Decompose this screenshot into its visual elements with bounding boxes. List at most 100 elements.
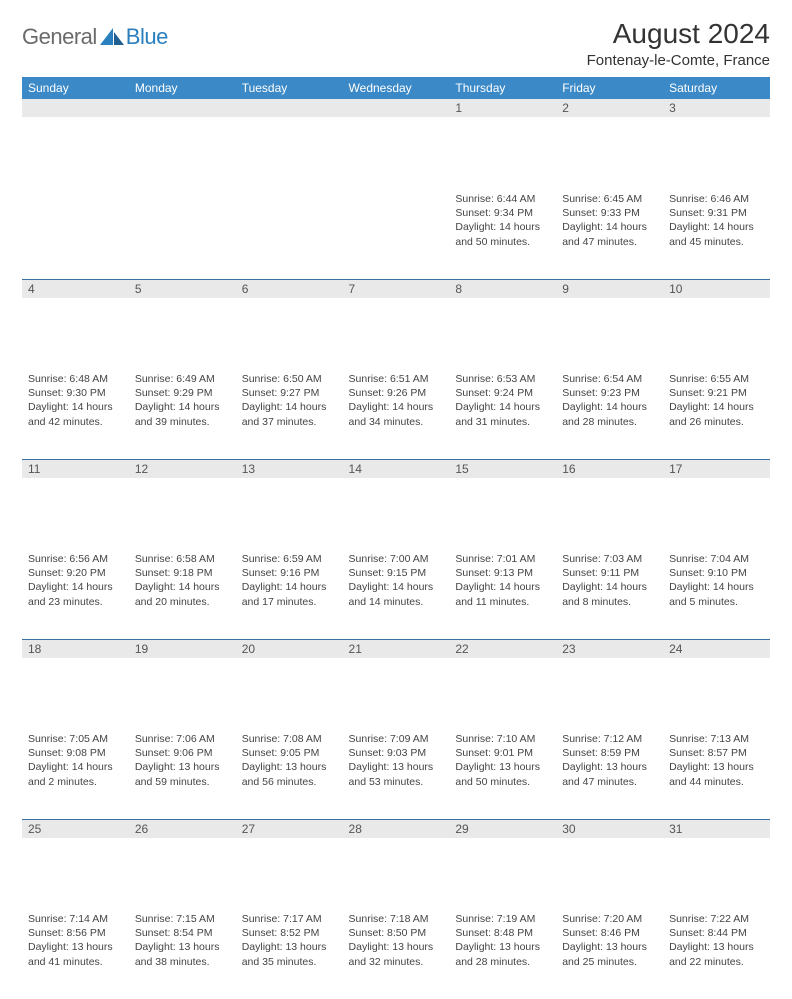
day-number-cell: 10 bbox=[663, 279, 770, 369]
day-number-cell: 9 bbox=[556, 279, 663, 369]
day-number bbox=[343, 99, 450, 117]
day-number: 14 bbox=[343, 460, 450, 478]
header: General Blue August 2024 Fontenay-le-Com… bbox=[22, 18, 770, 69]
day-number-cell: 21 bbox=[343, 639, 450, 729]
day-content: Sunrise: 7:12 AMSunset: 8:59 PMDaylight:… bbox=[556, 729, 663, 795]
day-number-row: 11121314151617 bbox=[22, 459, 770, 549]
day-content-cell: Sunrise: 7:00 AMSunset: 9:15 PMDaylight:… bbox=[343, 549, 450, 639]
day-number: 3 bbox=[663, 99, 770, 117]
sunset-line: Sunset: 9:24 PM bbox=[455, 386, 550, 400]
weekday-header: Friday bbox=[556, 77, 663, 99]
day-content: Sunrise: 7:01 AMSunset: 9:13 PMDaylight:… bbox=[449, 549, 556, 615]
day-content: Sunrise: 7:04 AMSunset: 9:10 PMDaylight:… bbox=[663, 549, 770, 615]
sunrise-line: Sunrise: 7:09 AM bbox=[349, 732, 444, 746]
day-number-cell: 7 bbox=[343, 279, 450, 369]
day-content-row: Sunrise: 6:48 AMSunset: 9:30 PMDaylight:… bbox=[22, 369, 770, 459]
sunrise-line: Sunrise: 7:15 AM bbox=[135, 912, 230, 926]
day-content: Sunrise: 6:54 AMSunset: 9:23 PMDaylight:… bbox=[556, 369, 663, 435]
daylight-line: Daylight: 14 hours and 34 minutes. bbox=[349, 400, 444, 428]
sunset-line: Sunset: 9:34 PM bbox=[455, 206, 550, 220]
daylight-line: Daylight: 14 hours and 42 minutes. bbox=[28, 400, 123, 428]
day-number bbox=[22, 99, 129, 117]
sunset-line: Sunset: 9:27 PM bbox=[242, 386, 337, 400]
sunrise-line: Sunrise: 7:04 AM bbox=[669, 552, 764, 566]
day-content: Sunrise: 6:48 AMSunset: 9:30 PMDaylight:… bbox=[22, 369, 129, 435]
sunset-line: Sunset: 9:13 PM bbox=[455, 566, 550, 580]
day-number-cell: 12 bbox=[129, 459, 236, 549]
day-content: Sunrise: 7:18 AMSunset: 8:50 PMDaylight:… bbox=[343, 909, 450, 975]
sunrise-line: Sunrise: 6:45 AM bbox=[562, 192, 657, 206]
day-number-cell: 27 bbox=[236, 819, 343, 909]
daylight-line: Daylight: 13 hours and 38 minutes. bbox=[135, 940, 230, 968]
day-number-cell: 5 bbox=[129, 279, 236, 369]
day-content-cell: Sunrise: 7:14 AMSunset: 8:56 PMDaylight:… bbox=[22, 909, 129, 999]
location: Fontenay-le-Comte, France bbox=[587, 52, 770, 69]
sunrise-line: Sunrise: 7:10 AM bbox=[455, 732, 550, 746]
day-content: Sunrise: 7:15 AMSunset: 8:54 PMDaylight:… bbox=[129, 909, 236, 975]
day-content-cell: Sunrise: 6:59 AMSunset: 9:16 PMDaylight:… bbox=[236, 549, 343, 639]
sunrise-line: Sunrise: 7:13 AM bbox=[669, 732, 764, 746]
daylight-line: Daylight: 14 hours and 37 minutes. bbox=[242, 400, 337, 428]
day-number-cell: 8 bbox=[449, 279, 556, 369]
sunset-line: Sunset: 9:33 PM bbox=[562, 206, 657, 220]
day-content-cell: Sunrise: 7:10 AMSunset: 9:01 PMDaylight:… bbox=[449, 729, 556, 819]
logo-text-general: General bbox=[22, 24, 97, 50]
day-number: 26 bbox=[129, 820, 236, 838]
day-number-cell: 26 bbox=[129, 819, 236, 909]
sunrise-line: Sunrise: 6:44 AM bbox=[455, 192, 550, 206]
day-content-cell bbox=[22, 189, 129, 279]
day-number-row: 45678910 bbox=[22, 279, 770, 369]
sunset-line: Sunset: 8:59 PM bbox=[562, 746, 657, 760]
sunrise-line: Sunrise: 6:59 AM bbox=[242, 552, 337, 566]
day-number-cell: 25 bbox=[22, 819, 129, 909]
day-number-cell: 2 bbox=[556, 99, 663, 189]
day-number-cell: 19 bbox=[129, 639, 236, 729]
day-number-cell: 4 bbox=[22, 279, 129, 369]
day-number: 7 bbox=[343, 280, 450, 298]
day-number: 4 bbox=[22, 280, 129, 298]
day-number-cell: 1 bbox=[449, 99, 556, 189]
sunrise-line: Sunrise: 6:56 AM bbox=[28, 552, 123, 566]
sunrise-line: Sunrise: 6:51 AM bbox=[349, 372, 444, 386]
day-number: 19 bbox=[129, 640, 236, 658]
sunset-line: Sunset: 9:30 PM bbox=[28, 386, 123, 400]
weekday-header: Tuesday bbox=[236, 77, 343, 99]
day-content-cell: Sunrise: 6:50 AMSunset: 9:27 PMDaylight:… bbox=[236, 369, 343, 459]
sunset-line: Sunset: 9:16 PM bbox=[242, 566, 337, 580]
day-number-cell bbox=[343, 99, 450, 189]
daylight-line: Daylight: 13 hours and 53 minutes. bbox=[349, 760, 444, 788]
day-number-cell: 13 bbox=[236, 459, 343, 549]
day-number bbox=[129, 99, 236, 117]
day-content: Sunrise: 6:45 AMSunset: 9:33 PMDaylight:… bbox=[556, 189, 663, 255]
sunrise-line: Sunrise: 7:00 AM bbox=[349, 552, 444, 566]
day-content-cell: Sunrise: 6:51 AMSunset: 9:26 PMDaylight:… bbox=[343, 369, 450, 459]
day-content: Sunrise: 6:59 AMSunset: 9:16 PMDaylight:… bbox=[236, 549, 343, 615]
day-content bbox=[343, 189, 450, 198]
day-content: Sunrise: 6:51 AMSunset: 9:26 PMDaylight:… bbox=[343, 369, 450, 435]
daylight-line: Daylight: 13 hours and 44 minutes. bbox=[669, 760, 764, 788]
day-number: 29 bbox=[449, 820, 556, 838]
sunrise-line: Sunrise: 7:22 AM bbox=[669, 912, 764, 926]
sunset-line: Sunset: 9:20 PM bbox=[28, 566, 123, 580]
day-number-row: 18192021222324 bbox=[22, 639, 770, 729]
day-content: Sunrise: 7:20 AMSunset: 8:46 PMDaylight:… bbox=[556, 909, 663, 975]
sunrise-line: Sunrise: 7:12 AM bbox=[562, 732, 657, 746]
day-content-cell: Sunrise: 7:03 AMSunset: 9:11 PMDaylight:… bbox=[556, 549, 663, 639]
sunrise-line: Sunrise: 7:14 AM bbox=[28, 912, 123, 926]
weekday-header: Saturday bbox=[663, 77, 770, 99]
day-content-cell: Sunrise: 6:45 AMSunset: 9:33 PMDaylight:… bbox=[556, 189, 663, 279]
sunset-line: Sunset: 8:54 PM bbox=[135, 926, 230, 940]
day-content-cell: Sunrise: 6:46 AMSunset: 9:31 PMDaylight:… bbox=[663, 189, 770, 279]
sunset-line: Sunset: 9:03 PM bbox=[349, 746, 444, 760]
daylight-line: Daylight: 13 hours and 35 minutes. bbox=[242, 940, 337, 968]
day-number: 31 bbox=[663, 820, 770, 838]
sunrise-line: Sunrise: 7:18 AM bbox=[349, 912, 444, 926]
sunset-line: Sunset: 9:11 PM bbox=[562, 566, 657, 580]
day-content-cell: Sunrise: 6:44 AMSunset: 9:34 PMDaylight:… bbox=[449, 189, 556, 279]
day-content: Sunrise: 6:50 AMSunset: 9:27 PMDaylight:… bbox=[236, 369, 343, 435]
weekday-header: Wednesday bbox=[343, 77, 450, 99]
sunset-line: Sunset: 8:56 PM bbox=[28, 926, 123, 940]
day-content: Sunrise: 7:14 AMSunset: 8:56 PMDaylight:… bbox=[22, 909, 129, 975]
sunset-line: Sunset: 8:44 PM bbox=[669, 926, 764, 940]
daylight-line: Daylight: 14 hours and 39 minutes. bbox=[135, 400, 230, 428]
